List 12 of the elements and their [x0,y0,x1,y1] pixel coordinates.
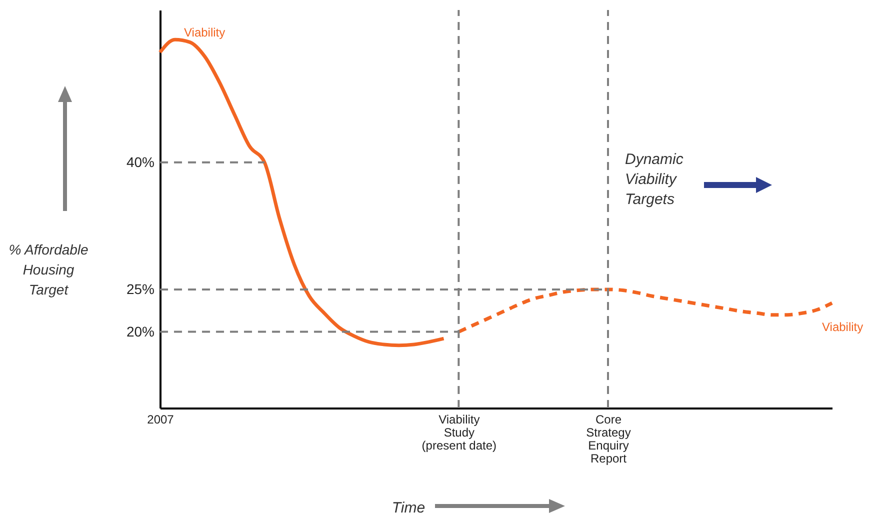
x-tick-label: Core Strategy Enquiry Report [586,412,631,466]
x-axis-title: Time [392,500,426,516]
line-series [158,38,446,348]
y-tick-label: 25% [126,280,154,297]
x-tick-label: Viability Study (present date) [422,412,497,452]
y-axis-title: % Affordable Housing Target [8,242,89,298]
y-tick-label: 20% [126,323,154,340]
series-label: Viability [822,320,864,334]
annotation: Dynamic Viability Targets [625,150,684,210]
series-label: Viability [184,25,226,40]
x-tick-label: 2007 [147,412,174,426]
y-tick-label: 40% [126,154,154,170]
